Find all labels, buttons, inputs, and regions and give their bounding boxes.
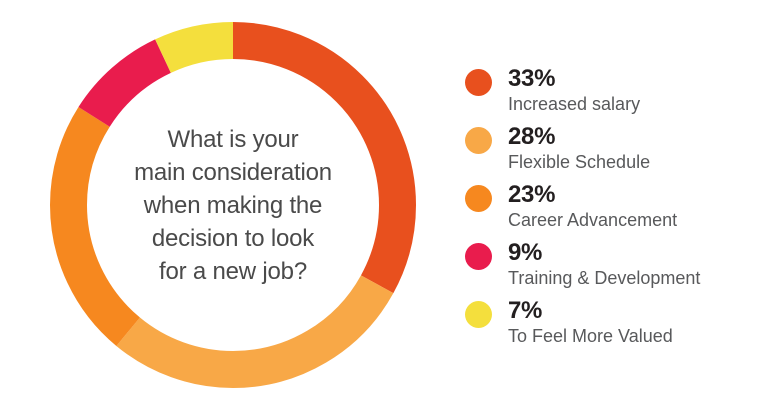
legend-percent: 28% [508,123,556,150]
legend-item-training-development: 9% Training & Development [465,240,700,289]
donut-segment-flexible-schedule [50,22,416,388]
legend-text: 23% Career Advancement [508,182,677,231]
legend-text: 9% Training & Development [508,240,700,289]
legend-dot-flexible-schedule [465,127,492,154]
legend-percent: 9% [508,239,543,266]
legend-percent: 7% [508,297,543,324]
legend-item-flexible-schedule: 28% Flexible Schedule [465,124,700,173]
donut-chart: What is your main consideration when makin… [50,22,416,388]
legend-label: Career Advancement [508,210,678,230]
legend-item-increased-salary: 33% Increased salary [465,66,700,115]
question-line: decision to look [151,224,315,252]
legend-item-to-feel-more-valued: 7% To Feel More Valued [465,298,700,347]
donut-segment-to-feel-more-valued [50,22,416,388]
donut-segment-career-advancement [50,22,416,388]
question-line: main consideration [134,158,332,186]
question-line: What is your [167,125,299,153]
chart-question: What is your main consideration when makin… [50,22,416,388]
question-line: when making the [143,191,323,219]
chart-legend: 33% Increased salary 28% Flexible Schedule 2… [465,66,700,356]
legend-percent: 33% [508,65,556,92]
legend-dot-increased-salary [465,69,492,96]
legend-dot-career-advancement [465,185,492,212]
legend-label: Increased salary [508,94,641,114]
legend-item-career-advancement: 23% Career Advancement [465,182,700,231]
legend-text: 28% Flexible Schedule [508,124,650,173]
legend-label: Flexible Schedule [508,152,651,172]
legend-text: 33% Increased salary [508,66,640,115]
legend-text: 7% To Feel More Valued [508,298,673,347]
legend-percent: 23% [508,181,556,208]
question-line: for a new job? [159,257,307,285]
donut-rings [50,22,416,388]
legend-dot-to-feel-more-valued [465,301,492,328]
legend-label: To Feel More Valued [508,326,673,346]
legend-label: Training & Development [508,268,701,288]
legend-dot-training-development [465,243,492,270]
